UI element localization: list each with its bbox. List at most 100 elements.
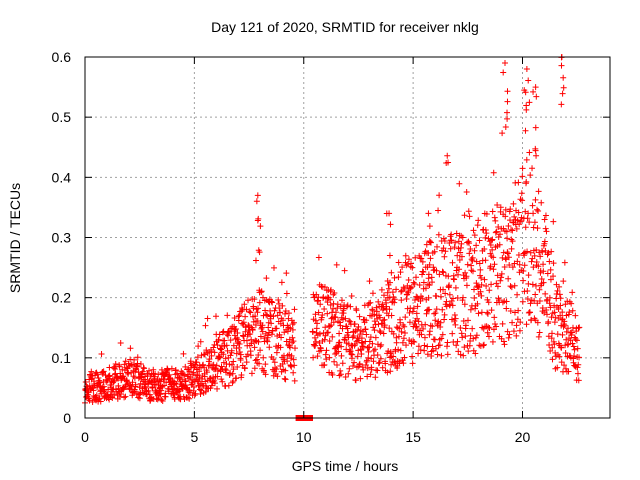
data-point: [529, 202, 536, 209]
data-point: [498, 274, 505, 281]
data-point: [576, 354, 583, 361]
data-point: [404, 261, 411, 268]
data-point: [532, 291, 539, 298]
data-point: [456, 257, 463, 264]
data-point: [571, 346, 578, 353]
data-point: [533, 93, 540, 100]
data-point: [237, 351, 244, 358]
data-point: [557, 302, 564, 309]
data-point: [525, 77, 532, 84]
data-point: [180, 350, 187, 357]
data-point: [432, 317, 439, 324]
data-point: [229, 361, 235, 368]
data-point: [362, 326, 369, 333]
data-point: [571, 352, 578, 359]
data-point: [365, 354, 372, 361]
data-point: [470, 227, 477, 234]
data-point: [283, 270, 290, 277]
data-point: [187, 358, 194, 365]
data-point: [555, 306, 562, 313]
data-point: [88, 368, 95, 375]
data-point: [511, 309, 518, 316]
data-point: [222, 383, 229, 390]
data-point: [452, 284, 459, 291]
data-point: [429, 343, 436, 350]
data-point: [427, 255, 434, 262]
data-point: [274, 373, 281, 380]
data-point: [285, 310, 292, 317]
data-point: [521, 252, 528, 259]
data-point: [475, 217, 482, 224]
data-point: [312, 317, 319, 324]
data-point: [523, 106, 530, 113]
data-point: [561, 259, 568, 266]
data-point: [132, 381, 139, 388]
data-point: [490, 254, 497, 261]
data-point: [374, 351, 381, 358]
data-point: [226, 361, 233, 368]
data-point: [85, 389, 92, 396]
data-point: [387, 348, 394, 355]
data-point: [413, 310, 420, 317]
data-point: [318, 283, 325, 290]
data-point: [86, 397, 93, 404]
data-point: [532, 147, 539, 154]
data-point: [547, 276, 554, 283]
data-point: [387, 221, 394, 228]
data-point: [289, 334, 296, 341]
data-point: [456, 180, 463, 187]
data-point: [426, 328, 433, 335]
data-point: [204, 315, 211, 322]
data-point: [476, 260, 483, 267]
data-point: [522, 224, 529, 231]
data-point: [106, 364, 113, 371]
data-point: [473, 280, 480, 287]
data-point: [196, 386, 203, 393]
data-point: [364, 373, 371, 380]
data-point: [373, 308, 380, 315]
data-point: [573, 337, 580, 344]
data-point: [536, 297, 543, 304]
data-point: [366, 278, 373, 285]
data-point: [234, 330, 241, 337]
data-point: [326, 323, 333, 330]
data-point: [444, 152, 451, 159]
data-point: [257, 347, 264, 354]
data-point: [427, 322, 434, 329]
data-point: [175, 374, 182, 381]
data-point: [335, 348, 342, 355]
data-point: [323, 347, 330, 354]
data-point: [445, 273, 452, 280]
data-point: [112, 361, 119, 368]
data-point: [197, 391, 204, 398]
data-point: [268, 298, 275, 305]
data-point: [246, 323, 253, 330]
data-point: [527, 249, 534, 256]
data-point: [252, 313, 259, 320]
data-point: [465, 348, 472, 355]
data-point: [329, 371, 336, 378]
data-point: [442, 248, 449, 255]
data-point: [145, 387, 152, 394]
data-point: [141, 383, 148, 390]
data-point: [542, 225, 549, 232]
data-point: [379, 364, 386, 371]
data-point: [186, 395, 193, 402]
data-point: [279, 302, 286, 309]
data-point: [420, 325, 427, 332]
data-point: [273, 325, 280, 332]
data-point: [330, 305, 337, 312]
data-point: [560, 278, 567, 285]
data-point: [460, 352, 467, 359]
data-point: [455, 271, 462, 278]
data-point: [462, 333, 469, 340]
data-point: [454, 252, 461, 259]
data-point: [561, 362, 568, 369]
data-point: [208, 352, 215, 359]
data-point: [401, 330, 408, 337]
data-point: [565, 340, 572, 347]
data-point: [410, 338, 417, 345]
data-point: [569, 324, 576, 331]
data-point: [236, 348, 243, 355]
data-point: [426, 261, 433, 268]
